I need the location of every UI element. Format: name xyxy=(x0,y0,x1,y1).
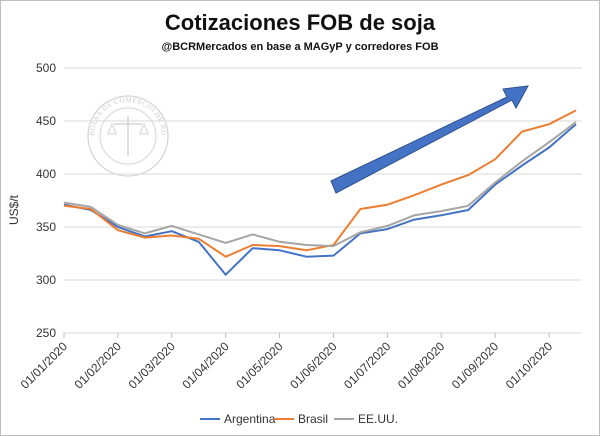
x-tick-label: 01/03/2020 xyxy=(126,339,179,392)
series-lines xyxy=(63,109,577,276)
y-tick-label: 300 xyxy=(36,273,56,287)
series-line-brasil xyxy=(63,109,577,258)
x-tick-label: 01/08/2020 xyxy=(395,339,448,392)
legend-label: EE.UU. xyxy=(358,412,398,426)
x-tick-label: 01/06/2020 xyxy=(287,339,340,392)
legend-label: Brasil xyxy=(298,412,328,426)
chart-subtitle: @BCRMercados en base a MAGyP y corredore… xyxy=(161,41,438,53)
x-tick-label: 01/02/2020 xyxy=(72,339,125,392)
x-tick-label: 01/07/2020 xyxy=(341,339,394,392)
y-tick-label: 350 xyxy=(36,220,56,234)
watermark-seal: BOLSA DE COMERCIO DE ROSARIO xyxy=(0,0,169,177)
y-tick-label: 450 xyxy=(36,114,56,128)
x-tick-label: 01/04/2020 xyxy=(179,339,232,392)
y-tick-label: 400 xyxy=(36,167,56,181)
x-tick-label: 01/09/2020 xyxy=(449,339,502,392)
trend-arrow xyxy=(330,85,529,194)
y-axis: 250 300 350 400 450 500 xyxy=(36,61,56,340)
y-tick-label: 250 xyxy=(36,326,56,340)
gridlines xyxy=(64,67,582,334)
legend-label: Argentina xyxy=(224,412,276,426)
x-tick-label: 01/05/2020 xyxy=(233,339,286,392)
x-axis: 01/01/2020 01/02/2020 01/03/2020 01/04/2020… xyxy=(18,333,556,392)
y-axis-title: US$/t xyxy=(7,194,21,225)
series-line-eeuu xyxy=(63,121,577,248)
y-tick-label: 500 xyxy=(36,61,56,75)
legend: Argentina Brasil EE.UU. xyxy=(200,412,398,426)
chart-title: Cotizaciones FOB de soja xyxy=(165,10,436,35)
x-tick-label: 01/01/2020 xyxy=(18,339,71,392)
x-tick-label: 01/10/2020 xyxy=(503,339,556,392)
series-line-argentina xyxy=(63,123,577,276)
